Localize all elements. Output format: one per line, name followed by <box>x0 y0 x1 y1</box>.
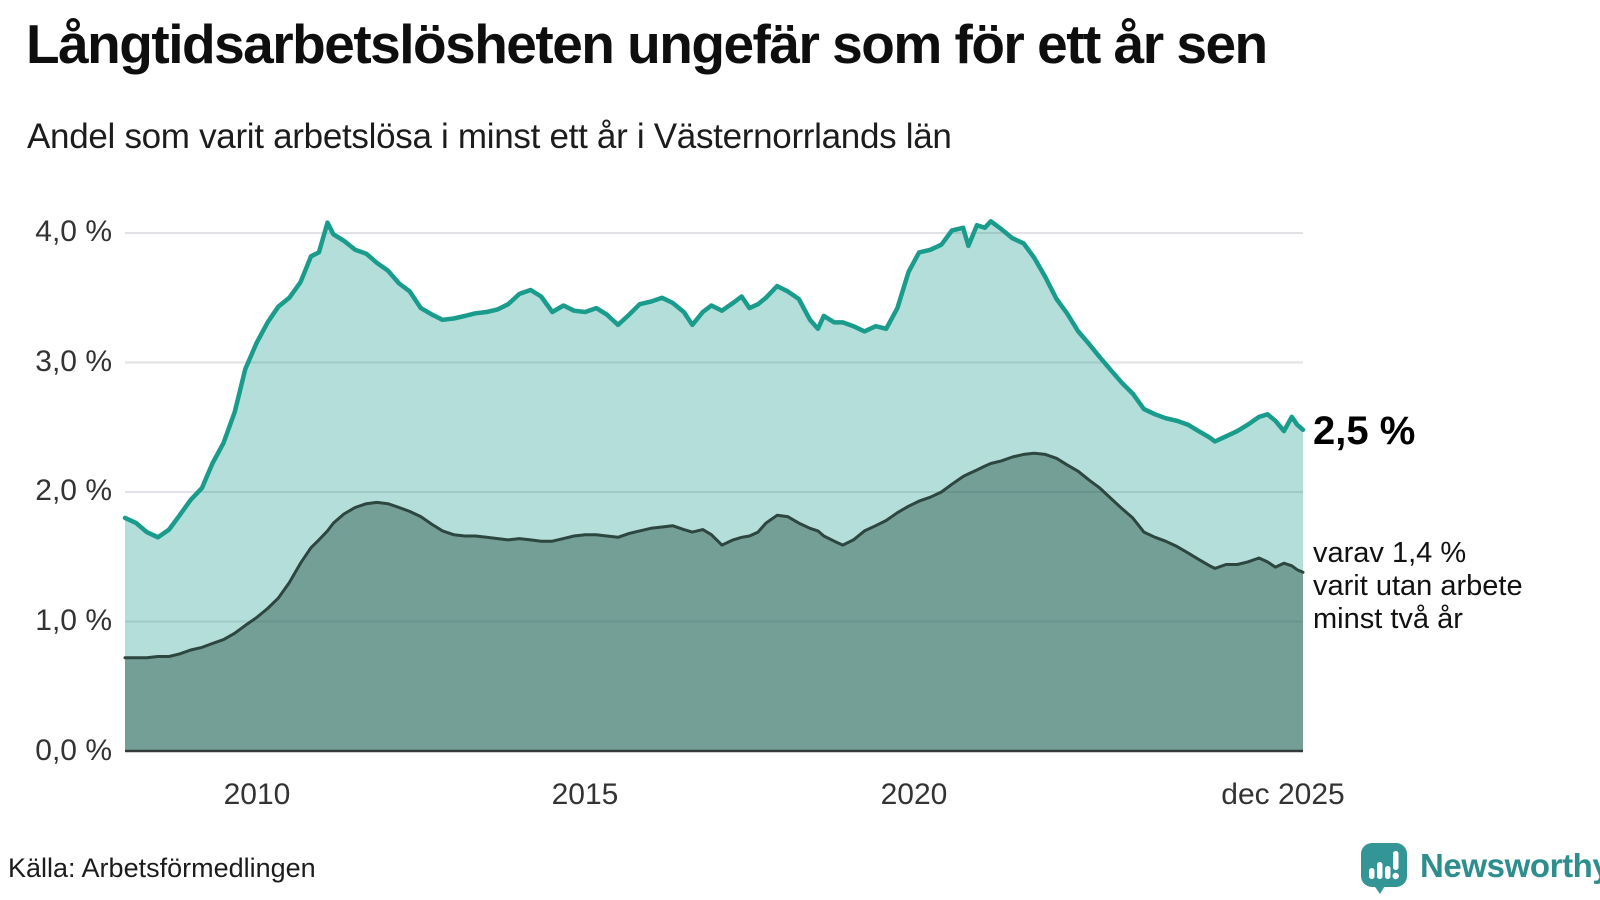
source-note: Källa: Arbetsförmedlingen <box>8 853 316 883</box>
x-tick-2010: 2010 <box>223 778 291 811</box>
two-year-annotation-line3: minst två år <box>1313 603 1463 635</box>
total-line <box>122 219 1306 540</box>
two-year-area-fill <box>125 453 1303 751</box>
page-title: Långtidsarbetslösheten ungefär som för e… <box>26 13 1268 75</box>
two-year-annotation: varav 1,4 % varit utan arbete minst två … <box>1313 537 1523 636</box>
latest-value-label: 2,5 % <box>1313 409 1416 453</box>
newsworthy-bubble-icon <box>1361 843 1407 894</box>
y-tick-4: 4,0 % <box>35 215 112 248</box>
x-tick-dec-2025: dec 2025 <box>1221 778 1345 811</box>
two-year-annotation-line1: varav 1,4 % <box>1313 537 1467 569</box>
two-year-annotation-line2: varit utan arbete <box>1313 570 1523 602</box>
y-tick-3: 3,0 % <box>35 345 112 378</box>
total-area-fill <box>125 221 1303 752</box>
y-tick-1: 1,0 % <box>35 604 112 637</box>
x-tick-2015: 2015 <box>551 778 619 811</box>
x-tick-2020: 2020 <box>880 778 948 811</box>
newsworthy-logo: Newsworthy <box>1360 842 1600 895</box>
chart-subtitle: Andel som varit arbetslösa i minst ett å… <box>27 117 952 156</box>
two-year-line <box>123 451 1305 660</box>
y-tick-0: 0,0 % <box>35 734 112 767</box>
newsworthy-wordmark: Newsworthy <box>1420 847 1600 884</box>
y-tick-2: 2,0 % <box>35 474 112 507</box>
